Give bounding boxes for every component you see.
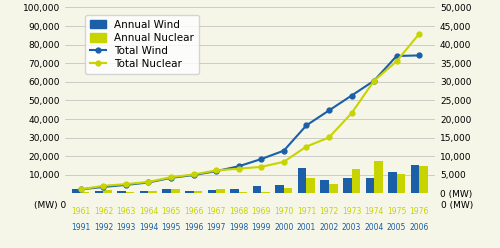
Text: 1976: 1976: [410, 207, 429, 216]
Text: 2002: 2002: [320, 223, 338, 232]
Text: 2000: 2000: [274, 223, 293, 232]
Text: 2003: 2003: [342, 223, 361, 232]
Text: 1997: 1997: [206, 223, 226, 232]
Bar: [419, 166, 428, 193]
Text: 1996: 1996: [184, 223, 204, 232]
Text: 1964: 1964: [139, 207, 158, 216]
Text: 1995: 1995: [162, 223, 180, 232]
Bar: [284, 188, 292, 193]
Bar: [216, 189, 224, 193]
Bar: [162, 189, 171, 193]
Text: 1992: 1992: [94, 223, 113, 232]
Text: 1969: 1969: [252, 207, 271, 216]
Bar: [126, 192, 134, 193]
Bar: [366, 178, 374, 193]
Text: 2004: 2004: [364, 223, 384, 232]
Bar: [185, 191, 194, 193]
Text: 1994: 1994: [139, 223, 158, 232]
Bar: [396, 174, 405, 193]
Legend: Annual Wind, Annual Nuclear, Total Wind, Total Nuclear: Annual Wind, Annual Nuclear, Total Wind,…: [85, 15, 200, 74]
Bar: [194, 191, 202, 193]
Bar: [352, 169, 360, 193]
Bar: [374, 161, 382, 193]
Text: 1965: 1965: [162, 207, 180, 216]
Bar: [320, 180, 329, 193]
Text: 1974: 1974: [364, 207, 384, 216]
Bar: [171, 189, 179, 193]
Text: 1966: 1966: [184, 207, 204, 216]
Bar: [343, 178, 351, 193]
Text: 1967: 1967: [206, 207, 226, 216]
Text: 1993: 1993: [116, 223, 136, 232]
Bar: [238, 192, 248, 193]
Bar: [148, 191, 157, 193]
Bar: [118, 191, 126, 193]
Text: 2005: 2005: [387, 223, 406, 232]
Text: (MW) 0: (MW) 0: [34, 201, 66, 210]
Text: 1971: 1971: [297, 207, 316, 216]
Bar: [306, 178, 315, 193]
Text: 1968: 1968: [229, 207, 248, 216]
Bar: [329, 184, 338, 193]
Text: 1961: 1961: [71, 207, 90, 216]
Text: 1962: 1962: [94, 207, 113, 216]
Bar: [276, 185, 284, 193]
Bar: [140, 191, 148, 193]
Bar: [252, 186, 262, 193]
Text: 1975: 1975: [387, 207, 406, 216]
Text: 1972: 1972: [320, 207, 338, 216]
Bar: [72, 189, 81, 193]
Text: 1999: 1999: [252, 223, 271, 232]
Text: 1963: 1963: [116, 207, 136, 216]
Text: 2006: 2006: [410, 223, 429, 232]
Bar: [262, 191, 270, 193]
Bar: [81, 192, 90, 193]
Text: 1973: 1973: [342, 207, 361, 216]
Bar: [104, 190, 112, 193]
Text: 1970: 1970: [274, 207, 293, 216]
Text: 0 (MW): 0 (MW): [440, 201, 473, 210]
Bar: [298, 168, 306, 193]
Text: 2001: 2001: [297, 223, 316, 232]
Bar: [230, 189, 238, 193]
Bar: [208, 189, 216, 193]
Bar: [410, 165, 419, 193]
Bar: [95, 191, 104, 193]
Bar: [388, 172, 396, 193]
Text: 1998: 1998: [229, 223, 248, 232]
Text: 1991: 1991: [71, 223, 90, 232]
